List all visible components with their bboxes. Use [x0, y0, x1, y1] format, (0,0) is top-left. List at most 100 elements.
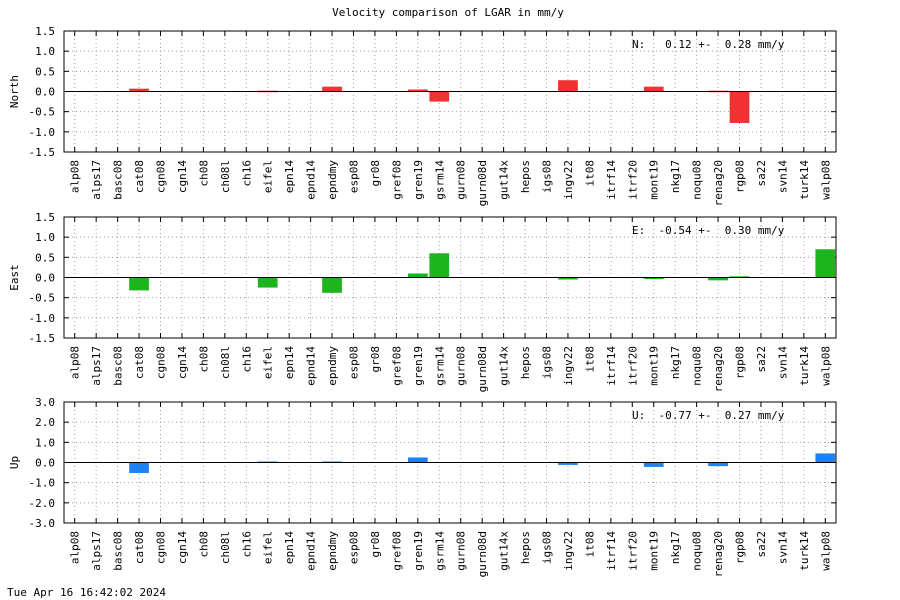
stat-annotation: U: -0.77 +- 0.27 mm/y: [632, 409, 785, 422]
x-tick-label: gren19: [412, 160, 425, 200]
y-tick-label: -3.0: [29, 517, 56, 530]
bar-epndmy: [322, 277, 342, 293]
x-tick-label: gurn08d: [476, 531, 489, 577]
y-tick-label: 1.0: [35, 45, 55, 58]
x-tick-label: eifel: [262, 346, 275, 379]
y-axis-label: North: [8, 75, 21, 108]
x-tick-label: igs08: [541, 160, 554, 193]
x-tick-label: gr08: [369, 160, 382, 187]
x-tick-label: ch08: [197, 346, 210, 373]
x-tick-label: epnd14: [305, 346, 318, 386]
panel-up: 3.0 2.0 1.0 0.0 -1.0 -2.0 -3.0 U: -0.77 +- 0.27…: [8, 396, 837, 577]
x-tick-label: gurn08d: [476, 346, 489, 392]
x-tick-label: gsrm14: [433, 346, 446, 386]
x-tick-label: walp08: [819, 160, 832, 200]
x-tick-label: svn14: [776, 346, 789, 379]
x-tick-label: gref08: [390, 160, 403, 200]
x-tick-label: itrf20: [626, 346, 639, 386]
x-tick-label: itrf20: [626, 531, 639, 571]
x-tick-label: basc08: [112, 346, 125, 386]
x-tick-label: walp08: [819, 531, 832, 571]
x-tick-label: ch08l: [219, 346, 232, 379]
x-tick-label: ch16: [240, 346, 253, 373]
x-tick-label: noqu08: [691, 531, 704, 571]
x-tick-label: noqu08: [691, 160, 704, 200]
x-tick-label: epnd14: [305, 160, 318, 200]
bar-cat08: [129, 277, 149, 291]
y-tick-label: 0.0: [35, 86, 55, 99]
bar-ingv22: [558, 462, 578, 465]
y-tick-label: -1.5: [29, 332, 56, 345]
x-tick-label: gut14x: [498, 531, 511, 571]
chart-title: Velocity comparison of LGAR in mm/y: [332, 6, 564, 19]
x-tick-label: cgn08: [155, 346, 168, 379]
x-tick-label: mont19: [648, 160, 661, 200]
y-tick-label: -1.0: [29, 126, 56, 139]
x-tick-label: epndmy: [326, 531, 339, 571]
x-tick-label: gr08: [369, 531, 382, 558]
x-tick-label: epnd14: [305, 531, 318, 571]
y-tick-label: 1.0: [35, 231, 55, 244]
x-tick-label: nkg17: [669, 531, 682, 564]
bar-renag20: [708, 462, 728, 467]
x-tick-label: basc08: [112, 531, 125, 571]
y-tick-label: 0.0: [35, 457, 55, 470]
y-tick-label: -2.0: [29, 497, 56, 510]
x-tick-label: gr08: [369, 346, 382, 373]
x-tick-label: renag20: [712, 531, 725, 577]
chart-panels: 1.5 1.0 0.5 0.0 -0.5 -1.0 -1.5 N: 0.12 +- 0.28 …: [8, 25, 837, 577]
x-tick-label: turk14: [798, 160, 811, 200]
x-tick-label: cat08: [133, 160, 146, 193]
x-tick-label: itrf14: [605, 531, 618, 571]
x-tick-label: svn14: [776, 531, 789, 564]
x-tick-label: ch08l: [219, 531, 232, 564]
x-tick-label: alp08: [69, 346, 82, 379]
x-tick-label: ingv22: [562, 160, 575, 200]
y-tick-label: 3.0: [35, 396, 55, 409]
x-tick-label: gren19: [412, 531, 425, 571]
y-tick-label: 1.5: [35, 211, 55, 224]
x-tick-label: walp08: [819, 346, 832, 386]
plot-frame: [63, 216, 837, 339]
panel-north: 1.5 1.0 0.5 0.0 -0.5 -1.0 -1.5 N: 0.12 +- 0.28 …: [8, 25, 837, 206]
x-tick-label: eifel: [262, 160, 275, 193]
x-tick-label: ingv22: [562, 531, 575, 571]
y-tick-label: -1.0: [29, 312, 56, 325]
y-tick-label: -0.5: [29, 292, 56, 305]
x-tick-label: mont19: [648, 346, 661, 386]
x-tick-label: ch08: [197, 531, 210, 558]
y-axis-label: Up: [8, 456, 21, 469]
x-tick-label: cat08: [133, 531, 146, 564]
x-tick-label: ch16: [240, 160, 253, 187]
y-tick-label: 0.5: [35, 65, 55, 78]
x-tick-label: esp08: [348, 346, 361, 379]
x-tick-label: nkg17: [669, 160, 682, 193]
x-tick-label: cgn14: [176, 160, 189, 193]
x-tick-label: rgp08: [734, 346, 747, 379]
y-tick-label: 1.5: [35, 25, 55, 38]
bar-renag20: [708, 277, 728, 281]
y-tick-label: 0.5: [35, 251, 55, 264]
x-tick-label: turk14: [798, 346, 811, 386]
x-tick-label: gurn08: [455, 346, 468, 386]
x-tick-label: epn14: [283, 531, 296, 564]
bar-mont19: [643, 277, 664, 279]
plot-frame: [63, 30, 837, 153]
x-tick-label: noqu08: [691, 346, 704, 386]
y-tick-label: -1.0: [29, 477, 56, 490]
bar-gren19: [407, 273, 428, 278]
x-tick-label: cgn14: [176, 346, 189, 379]
x-tick-label: epn14: [283, 346, 296, 379]
x-tick-label: rgp08: [734, 531, 747, 564]
x-tick-label: gut14x: [498, 160, 511, 200]
x-tick-label: cgn14: [176, 531, 189, 564]
bar-ingv22: [558, 277, 578, 280]
x-tick-label: hepos: [519, 346, 532, 379]
x-tick-label: epn14: [283, 160, 296, 193]
bar-cat08: [129, 462, 149, 473]
x-tick-label: epndmy: [326, 160, 339, 200]
x-tick-label: alp08: [69, 531, 82, 564]
bar-eifel: [257, 277, 278, 288]
bar-walp08: [815, 453, 836, 463]
x-tick-label: itrf20: [626, 160, 639, 200]
